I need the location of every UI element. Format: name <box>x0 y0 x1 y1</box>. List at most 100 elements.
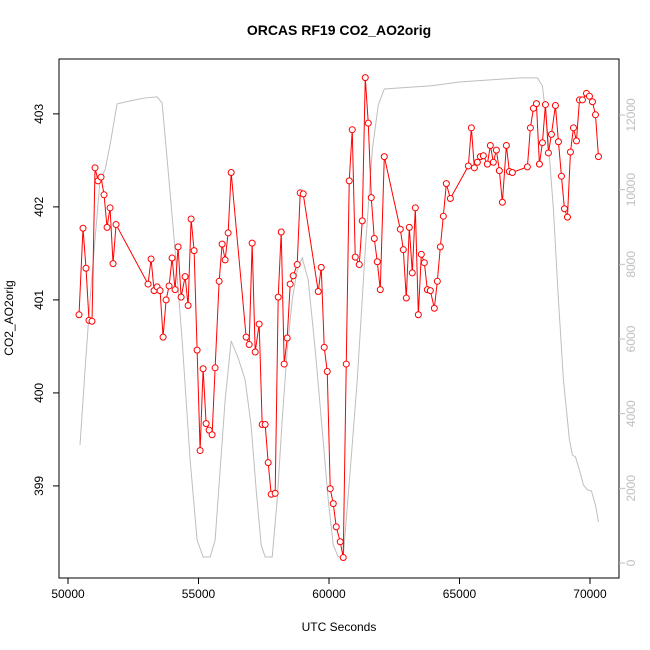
data-point <box>495 167 503 175</box>
data-point <box>336 538 344 546</box>
data-point <box>264 459 272 467</box>
data-point <box>433 277 441 285</box>
data-point <box>100 191 108 199</box>
y-tick-label: 401 <box>32 290 46 310</box>
data-point <box>329 500 337 508</box>
data-point <box>470 164 478 172</box>
data-point <box>563 213 571 221</box>
data-point <box>221 256 229 264</box>
data-point <box>405 223 413 231</box>
data-point <box>171 286 179 294</box>
data-point <box>159 333 167 341</box>
y2-tick-label: 6000 <box>624 325 638 352</box>
x-tick-label: 65000 <box>443 587 477 601</box>
data-point <box>380 153 388 161</box>
data-point <box>193 346 201 354</box>
data-point <box>168 254 176 262</box>
data-point <box>251 348 259 356</box>
data-point <box>187 215 195 223</box>
data-point <box>364 119 372 127</box>
data-point <box>569 124 577 132</box>
data-point <box>376 286 384 294</box>
data-point <box>560 205 568 213</box>
data-point <box>591 111 599 119</box>
data-line <box>78 77 599 558</box>
data-point <box>402 294 410 302</box>
y-tick-label: 400 <box>32 383 46 403</box>
data-point <box>326 485 334 493</box>
data-point <box>286 280 294 288</box>
data-point <box>196 447 204 455</box>
data-point <box>274 293 282 301</box>
data-point <box>532 100 540 108</box>
data-point <box>446 195 454 203</box>
plot-box <box>58 58 620 579</box>
data-point <box>439 212 447 220</box>
data-point <box>358 217 366 225</box>
data-point <box>508 168 516 176</box>
data-point <box>399 246 407 254</box>
data-point <box>91 164 99 172</box>
data-point <box>147 255 155 263</box>
data-point <box>467 124 475 132</box>
data-point <box>156 287 164 295</box>
data-point <box>426 287 434 295</box>
data-point <box>177 293 185 301</box>
y2-tick-label: 0 <box>624 559 638 566</box>
data-point <box>199 365 207 373</box>
y-tick-label: 402 <box>32 197 46 217</box>
data-point <box>277 228 285 236</box>
x-tick-label: 50000 <box>51 587 85 601</box>
data-point <box>588 98 596 106</box>
data-point <box>215 277 223 285</box>
data-point <box>181 273 189 281</box>
data-point <box>414 311 422 319</box>
data-point <box>420 259 428 267</box>
data-point <box>585 92 593 100</box>
data-point <box>190 247 198 255</box>
data-point <box>370 235 378 243</box>
data-point <box>492 146 500 154</box>
y2-tick-label: 12000 <box>624 98 638 132</box>
data-point <box>464 162 472 170</box>
data-point <box>271 489 279 497</box>
data-point <box>293 261 301 269</box>
y2-tick-label: 10000 <box>624 173 638 207</box>
y2-tick-label: 4000 <box>624 400 638 427</box>
data-point <box>345 177 353 185</box>
data-point <box>526 124 534 132</box>
data-point <box>442 180 450 188</box>
data-point <box>245 341 253 349</box>
data-point <box>208 431 216 439</box>
data-point <box>103 223 111 231</box>
data-point <box>261 421 269 429</box>
data-point <box>97 173 105 181</box>
data-point <box>489 158 497 166</box>
data-point <box>112 221 120 229</box>
y-tick-label: 399 <box>32 476 46 496</box>
y-axis-label: CO2_AO2orig <box>2 280 16 355</box>
data-point <box>541 101 549 109</box>
data-point <box>483 160 491 168</box>
data-point <box>280 360 288 368</box>
data-point <box>317 263 325 271</box>
data-point <box>211 364 219 372</box>
data-point <box>411 204 419 212</box>
x-tick-label: 55000 <box>182 587 216 601</box>
x-axis-label: UTC Seconds <box>302 620 377 634</box>
data-point <box>436 243 444 251</box>
data-point <box>535 160 543 168</box>
data-point <box>218 240 226 248</box>
data-point <box>544 149 552 157</box>
data-point <box>224 229 232 237</box>
data-point <box>430 304 438 312</box>
data-point <box>75 311 83 319</box>
data-point <box>332 523 340 531</box>
data-point <box>165 282 173 290</box>
x-tick-label: 70000 <box>573 587 607 601</box>
data-point <box>255 320 263 328</box>
x-tick-label: 60000 <box>312 587 346 601</box>
